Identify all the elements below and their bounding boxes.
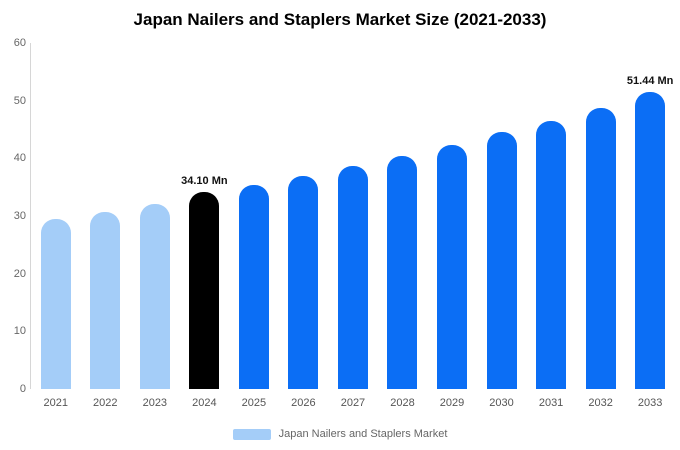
bar-group: 2023: [130, 43, 180, 409]
bar: [437, 145, 468, 389]
x-axis-tick-label: 2023: [142, 397, 168, 409]
y-axis-tick-label: 0: [19, 383, 26, 395]
x-axis-tick-label: 2032: [588, 397, 613, 409]
bar: [40, 218, 71, 389]
bar: [387, 156, 418, 389]
bar-group: 2030: [477, 43, 527, 409]
bar: [288, 176, 319, 389]
legend-label: Japan Nailers and Staplers Market: [278, 428, 448, 440]
bars: 2021 2022 2023 34.10 Mn 2024 2025 2026 2027 2028…: [31, 43, 675, 409]
y-axis-tick-label: 30: [13, 210, 26, 222]
legend-swatch: [232, 428, 271, 440]
bar-group: 2028: [378, 43, 428, 409]
x-axis-tick-label: 2024: [192, 397, 217, 409]
bar-group: 2032: [576, 43, 626, 409]
x-axis-tick-label: 2027: [340, 397, 366, 409]
bar: [585, 107, 616, 389]
legend: Japan Nailers and Staplers Market: [0, 428, 680, 440]
y-axis-tick-label: 60: [13, 37, 26, 49]
bar: [635, 92, 666, 389]
bar-group: 51.44 Mn 2033: [625, 43, 675, 409]
bar: [536, 120, 567, 389]
bar-group: 2021: [31, 43, 81, 409]
x-axis-tick-label: 2021: [43, 397, 68, 409]
y-axis-tick-label: 10: [13, 325, 26, 338]
bar: [238, 184, 269, 389]
bar-group: 2031: [526, 43, 576, 409]
y-axis-tick-label: 20: [13, 267, 26, 280]
plot-area: 0 10 20 30 40 50 60 2021 2022 2023 34.10 Mn 2024 20…: [14, 37, 675, 409]
chart-title: Japan Nailers and Staplers Market Size (…: [133, 10, 547, 29]
bar: [189, 192, 220, 389]
bar-group: 2029: [427, 43, 477, 409]
x-axis-tick-label: 2029: [439, 397, 465, 409]
bar: [139, 203, 170, 389]
y-axis-tick-label: 40: [13, 152, 26, 165]
x-axis-tick-label: 2031: [538, 397, 564, 409]
x-axis-tick-label: 2026: [291, 397, 316, 409]
y-axis-tick-label: 50: [13, 94, 26, 107]
bar: [90, 211, 121, 389]
bar-value-label: 51.44 Mn: [626, 75, 674, 88]
bar-group: 2022: [81, 43, 131, 409]
bar-group: 2027: [328, 43, 378, 409]
x-axis-tick-label: 2030: [489, 397, 514, 409]
bar-group: 2025: [229, 43, 279, 409]
x-axis-tick-label: 2033: [637, 397, 663, 409]
x-axis-tick-label: 2028: [390, 397, 415, 409]
bar-group: 34.10 Mn 2024: [180, 43, 230, 409]
x-axis-tick-label: 2022: [93, 397, 118, 409]
bar-value-label: 34.10 Mn: [181, 175, 228, 188]
bar-group: 2026: [279, 43, 329, 409]
bar: [486, 132, 517, 389]
bar: [337, 166, 368, 389]
x-axis-tick-label: 2025: [241, 397, 267, 409]
